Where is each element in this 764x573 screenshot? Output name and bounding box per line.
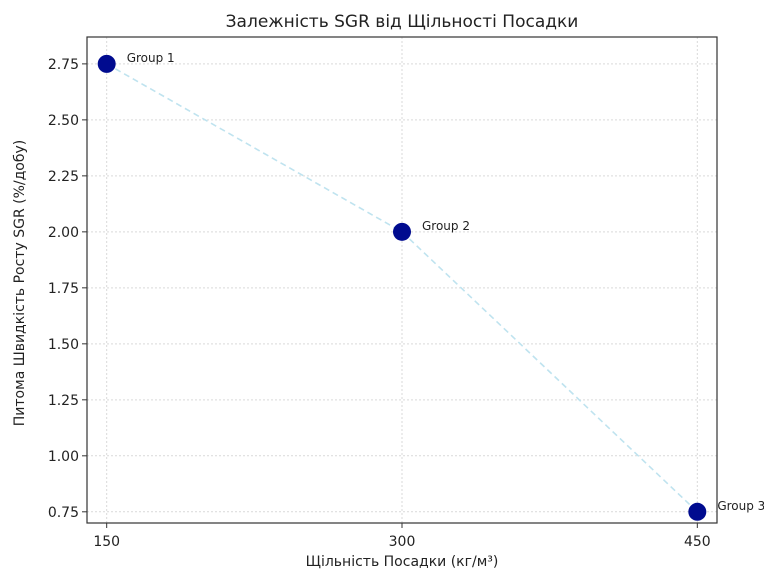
x-tick-label: 300 [389,534,416,550]
y-tick-label: 0.75 [48,505,79,521]
data-point [97,54,116,73]
chart-title: Залежність SGR від Щільності Посадки [226,12,579,32]
y-tick-label: 1.00 [48,449,79,465]
y-tick-label: 2.50 [48,113,79,129]
y-tick-label: 2.00 [48,225,79,241]
data-point-label: Group 1 [127,51,175,65]
y-tick-label: 1.50 [48,337,79,353]
y-tick-label: 1.25 [48,393,79,409]
y-axis-label: Питома Швидкість Росту SGR (%/добу) [12,140,28,426]
connecting-line [106,63,698,513]
x-tick-label: 150 [93,534,120,550]
y-tick-label: 1.75 [48,281,79,297]
x-axis-label: Щільність Посадки (кг/м³) [306,554,499,570]
data-point-label: Group 2 [422,219,470,233]
y-tick-label: 2.25 [48,169,79,185]
data-point [688,502,707,521]
data-point [393,222,411,241]
y-tick-label: 2.75 [48,57,79,73]
data-point-label: Group 3 [717,499,764,513]
x-tick-label: 450 [684,534,711,550]
